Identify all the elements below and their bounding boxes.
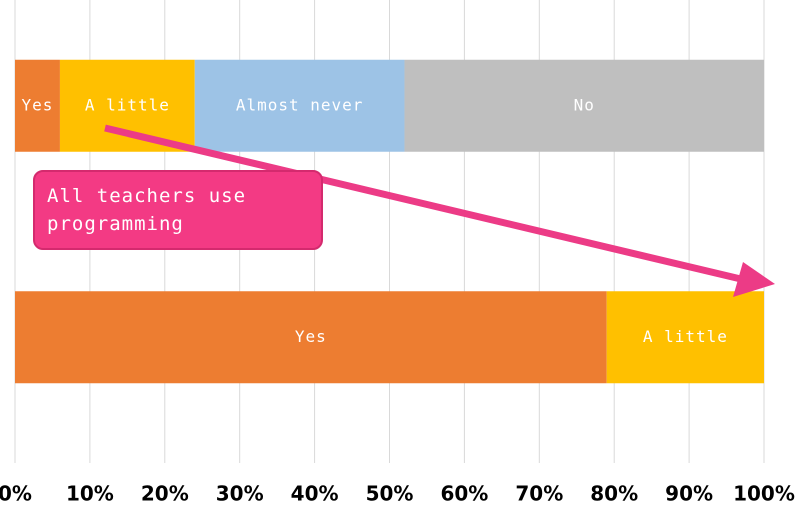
bar-segment <box>606 291 764 384</box>
bar-segment <box>15 59 60 152</box>
bar-segment <box>404 59 764 152</box>
x-tick-label: 0% <box>0 482 32 506</box>
arrow-shaft <box>104 124 746 284</box>
segment-label: A little <box>85 95 170 114</box>
annotation: All teachers use programming <box>33 170 323 250</box>
x-tick-label: 70% <box>515 482 563 506</box>
bar-segment <box>194 59 405 152</box>
x-tick-label: 10% <box>66 482 114 506</box>
x-tick-label: 100% <box>733 482 795 506</box>
x-tick-label: 40% <box>291 482 339 506</box>
x-tick-label: 90% <box>665 482 713 506</box>
segment-label: Yes <box>22 95 54 114</box>
x-tick-label: 80% <box>590 482 638 506</box>
bar-segment <box>15 291 607 384</box>
arrow-head <box>733 262 775 297</box>
segment-label: Yes <box>295 327 327 346</box>
x-tick-label: 50% <box>366 482 414 506</box>
arrow <box>104 124 775 297</box>
segment-label: No <box>574 95 595 114</box>
x-tick-label: 30% <box>216 482 264 506</box>
segment-label: A little <box>643 327 728 346</box>
x-tick-label: 60% <box>440 482 488 506</box>
x-tick-label: 20% <box>141 482 189 506</box>
segment-label: Almost never <box>236 95 364 114</box>
